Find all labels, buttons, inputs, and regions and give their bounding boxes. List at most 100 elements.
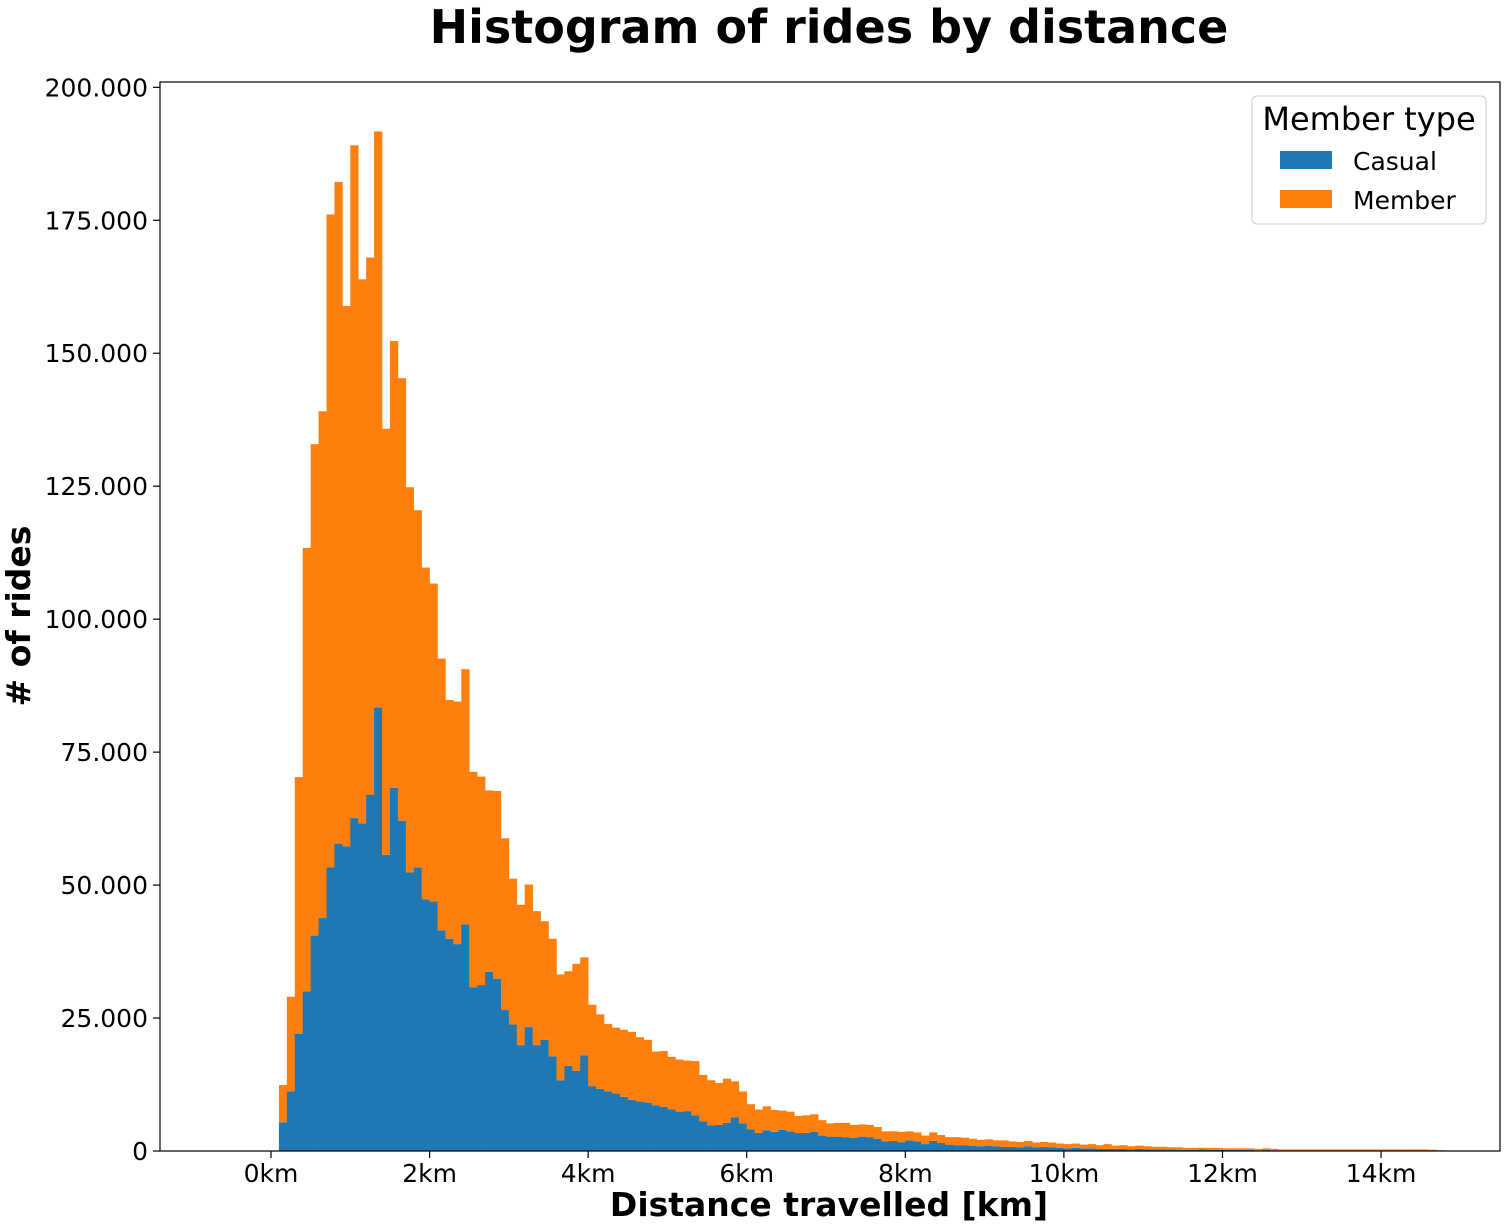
bar-casual [826,1136,835,1151]
x-tick-label: 10km [1029,1159,1100,1188]
bar-member [413,510,422,868]
bar-casual [992,1146,1001,1151]
bar-casual [833,1136,843,1151]
bar-member [730,1081,740,1118]
y-tick-label: 100.000 [45,605,148,634]
bar-member [477,776,486,986]
bar-member [937,1135,946,1144]
bar-casual [548,1056,557,1151]
bar-casual [405,872,415,1151]
bar-member [286,996,296,1092]
bar-member [1412,1149,1422,1151]
bar-casual [278,1122,288,1151]
x-tick-label: 2km [402,1159,457,1188]
bar-member [738,1091,748,1124]
bar-member [1016,1141,1025,1148]
bar-casual [1048,1147,1057,1151]
bar-member [1095,1145,1104,1149]
bar-casual [873,1138,882,1151]
bar-casual [984,1145,993,1151]
bar-member [786,1111,795,1132]
bar-member [683,1060,692,1112]
bar-member [1024,1140,1033,1147]
bar-casual [778,1129,787,1151]
bar-member [651,1051,660,1106]
bar-casual [572,1070,581,1151]
bar-member [1381,1149,1390,1151]
bar-casual [477,985,486,1151]
bar-member [857,1124,866,1137]
bar-casual [810,1131,819,1151]
bar-member [397,378,407,821]
y-tick-label: 25.000 [61,1004,148,1033]
bar-member [437,658,446,931]
bar-casual [1016,1147,1025,1151]
bar-member [1103,1144,1112,1149]
bar-member [960,1137,970,1146]
bar-member [1396,1149,1406,1151]
x-tick-label: 12km [1187,1159,1258,1188]
bar-casual [960,1145,970,1151]
bar-member [485,790,494,972]
bar-casual [445,938,454,1151]
bar-casual [485,971,494,1151]
bar-member [691,1061,700,1116]
bar-casual [627,1099,637,1151]
bar-member [493,790,502,979]
bar-casual [389,787,399,1151]
bar-member [1087,1144,1096,1149]
bar-member [1111,1145,1120,1149]
bar-member [1341,1149,1350,1151]
bar-member [762,1106,771,1131]
bar-casual [453,944,462,1151]
bar-member [1008,1141,1017,1147]
bar-member [1214,1147,1223,1150]
bar-member [1151,1146,1160,1150]
bar-member [1317,1149,1326,1151]
bar-casual [786,1131,795,1151]
bar-casual [461,924,470,1151]
bar-member [921,1135,930,1145]
bar-casual [707,1125,716,1151]
bar-member [1277,1149,1287,1151]
bar-member [865,1124,874,1138]
bar-casual [857,1136,866,1151]
bar-member [310,444,319,936]
bar-member [699,1074,708,1122]
bar-casual [913,1141,922,1151]
bar-member [350,145,359,819]
bar-member [516,904,526,1046]
bar-member [1325,1149,1334,1151]
chart-title: Histogram of rides by distance [430,0,1229,54]
bar-casual [500,1010,510,1151]
legend-swatch-casual [1280,151,1332,169]
bar-member [469,771,478,988]
bar-member [1159,1146,1168,1150]
bar-member [588,1004,597,1087]
bar-casual [1079,1148,1088,1151]
bar-casual [1008,1146,1017,1151]
bar-casual [667,1109,676,1151]
bar-member [1285,1149,1295,1151]
bar-casual [294,1033,304,1151]
bar-member [778,1110,787,1130]
bar-member [659,1051,668,1107]
bar-member [881,1131,890,1142]
bar-member [818,1120,827,1136]
bar-casual [865,1137,874,1151]
bar-member [1246,1148,1255,1150]
bar-member [326,214,335,868]
bar-casual [889,1140,898,1151]
bar-member [1365,1149,1374,1151]
bar-casual [1063,1148,1073,1151]
bar-casual [1024,1146,1033,1151]
bar-casual [1111,1148,1120,1151]
bar-casual [342,846,351,1151]
bar-casual [699,1121,708,1151]
bar-member [429,583,438,902]
y-tick-label: 200.000 [45,73,148,102]
bar-casual [952,1145,962,1151]
bar-member [952,1137,962,1146]
x-tick-label: 6km [719,1159,774,1188]
bar-casual [715,1124,724,1151]
